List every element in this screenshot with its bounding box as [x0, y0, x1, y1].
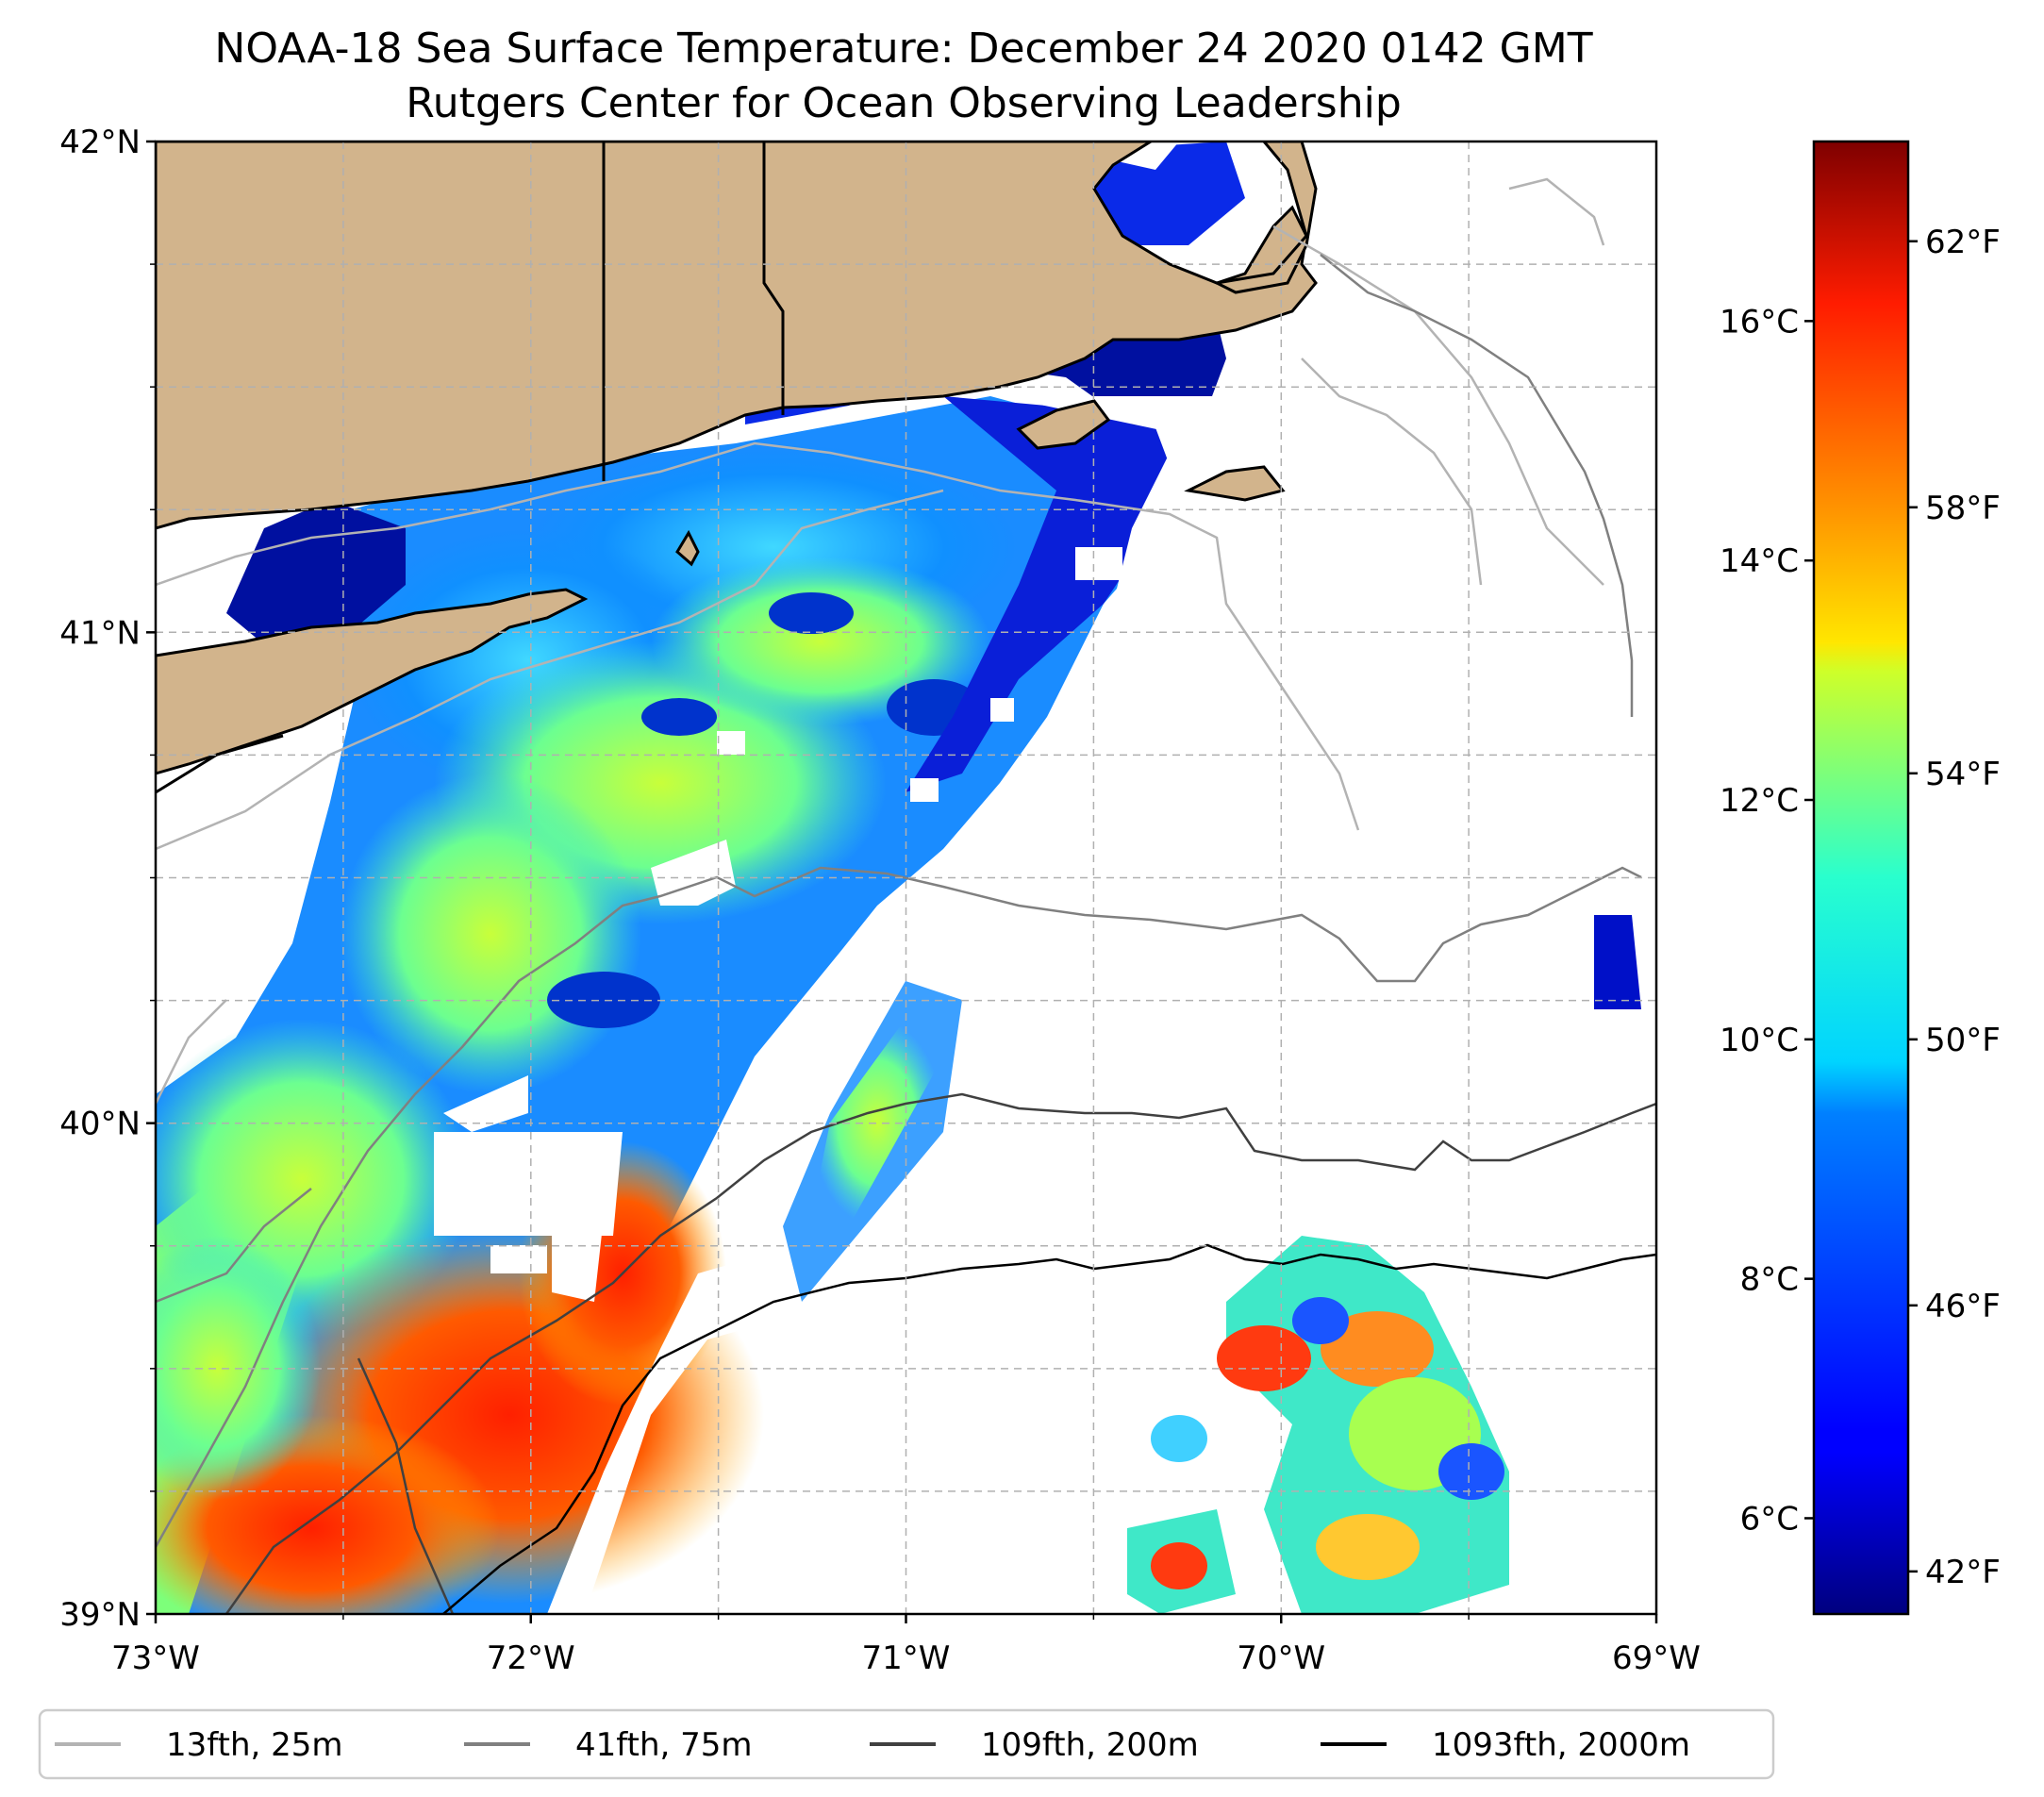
celsius-tick-label: 8°C [1740, 1261, 1799, 1299]
isobath-75m [156, 254, 1642, 1548]
land-new-england [156, 141, 1318, 530]
figure-subtitle: Rutgers Center for Ocean Observing Leade… [406, 79, 1402, 127]
y-tick-label: 40°N [59, 1106, 141, 1143]
y-tick-label: 39°N [59, 1596, 141, 1634]
isobath-25m [156, 177, 1605, 1105]
x-tick-label: 73°W [111, 1639, 200, 1677]
land-block-island [675, 529, 700, 567]
legend-label: 1093fth, 2000m [1432, 1726, 1690, 1764]
state-boundary-ri-ma [762, 141, 785, 415]
legend-label: 13fth, 25m [166, 1726, 343, 1764]
isobath-2000m [442, 1243, 1656, 1614]
land-new-jersey [156, 734, 284, 794]
x-tick-label: 71°W [862, 1639, 951, 1677]
isobaths [156, 177, 1656, 1614]
isobath-200m [224, 1092, 1656, 1614]
fahrenheit-tick-label: 58°F [1925, 490, 2001, 527]
celsius-tick-label: 16°C [1720, 303, 1799, 341]
colorbar-celsius-axis: 16°C 14°C 12°C 10°C 8°C 6°C [1720, 303, 1814, 1538]
x-axis: 73°W 72°W 71°W 70°W 69°W [111, 1614, 1701, 1677]
land-nantucket [1184, 465, 1286, 502]
sst-patch-southeast [1127, 915, 1641, 1614]
fahrenheit-tick-label: 50°F [1925, 1022, 2001, 1059]
fahrenheit-tick-label: 42°F [1925, 1554, 2001, 1591]
y-tick-label: 42°N [59, 124, 141, 161]
map-area [156, 141, 1656, 1614]
fahrenheit-tick-label: 46°F [1925, 1288, 2001, 1325]
celsius-tick-label: 10°C [1720, 1022, 1799, 1059]
legend: 13fth, 25m 41fth, 75m 109fth, 200m 1093fth,… [38, 1708, 1775, 1780]
x-tick-label: 72°W [487, 1639, 575, 1677]
sst-swath [156, 141, 1245, 1614]
fahrenheit-tick-label: 54°F [1925, 756, 2001, 793]
celsius-tick-label: 12°C [1720, 782, 1799, 820]
land-cape-cod [1212, 141, 1318, 294]
celsius-tick-label: 14°C [1720, 542, 1799, 580]
fahrenheit-tick-label: 62°F [1925, 224, 2001, 261]
land-long-island [156, 588, 589, 775]
celsius-tick-label: 6°C [1740, 1500, 1799, 1538]
land-marthas-vineyard [1016, 399, 1111, 450]
colorbar-fahrenheit-axis: 62°F 58°F 54°F 50°F 46°F 42°F [1908, 224, 2001, 1591]
y-axis: 42°N 41°N 40°N 39°N [59, 124, 156, 1634]
legend-label: 41fth, 75m [575, 1726, 753, 1764]
y-tick-label: 41°N [59, 614, 141, 652]
x-tick-label: 69°W [1612, 1639, 1701, 1677]
legend-label: 109fth, 200m [981, 1726, 1199, 1764]
colorbar [1812, 140, 1910, 1616]
x-tick-label: 70°W [1237, 1639, 1325, 1677]
figure-title: NOAA-18 Sea Surface Temperature: Decembe… [214, 25, 1593, 73]
